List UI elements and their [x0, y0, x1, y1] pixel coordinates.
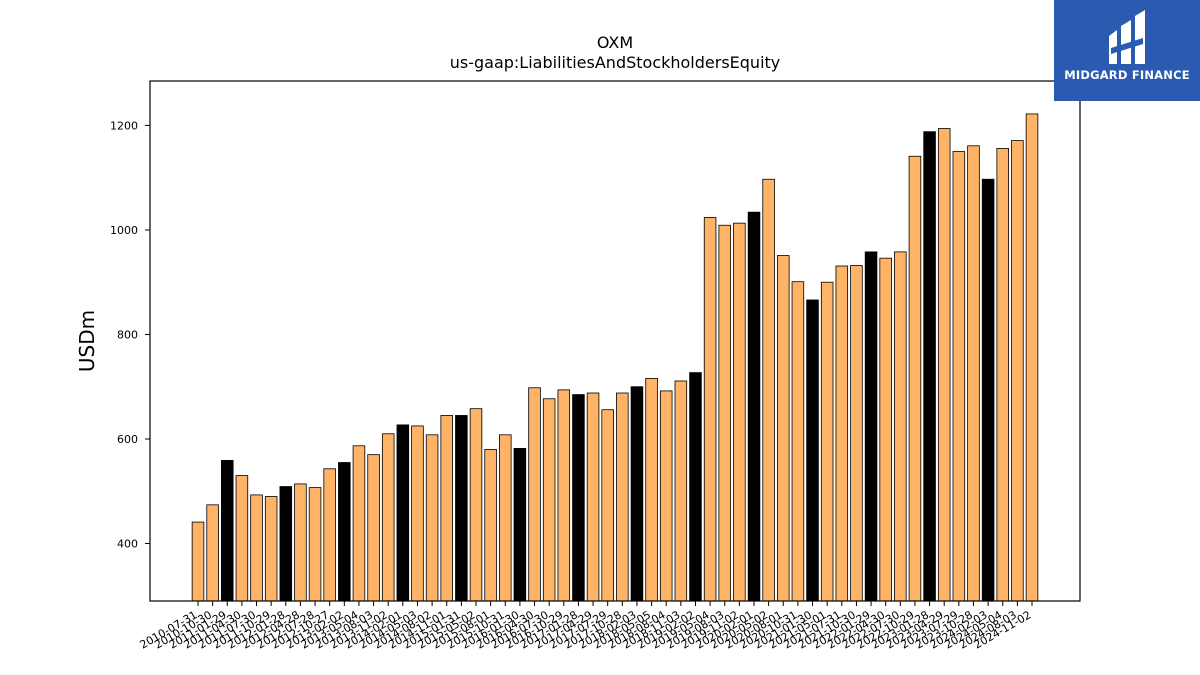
brand-name: MIDGARD FINANCE: [1064, 68, 1190, 82]
bar-2012-01-28: [279, 486, 293, 602]
bar-2023-07-29: [952, 151, 966, 602]
y-tick-label: 1200: [110, 119, 138, 132]
bar-2014-11-01: [440, 415, 453, 602]
bar-2023-01-28: [923, 131, 936, 602]
bar-2014-08-02: [425, 434, 439, 602]
bar-2015-10-31: [499, 434, 512, 602]
bar-2020-10-31: [791, 281, 805, 602]
bar-2012-04-28: [294, 483, 307, 602]
bar-2013-08-03: [367, 454, 380, 602]
bar-2013-05-04: [352, 445, 366, 602]
bar-2017-07-29: [601, 409, 614, 602]
bar-2018-02-03: [630, 386, 644, 602]
bar-2022-01-29: [864, 251, 878, 602]
bar-2020-08-01: [777, 255, 790, 602]
bar-2016-07-30: [542, 398, 556, 602]
bar-2018-05-05: [645, 377, 658, 602]
bar-2010-07-31: [191, 521, 205, 602]
bar-2015-08-01: [484, 449, 497, 602]
bar-2021-05-01: [820, 281, 834, 602]
bar-2012-07-28: [308, 487, 322, 602]
bar-2019-11-02: [733, 222, 746, 602]
y-tick-label: 800: [117, 328, 138, 341]
bar-2022-10-29: [908, 155, 922, 602]
x-ticks: 2010-07-312010-10-302011-01-292011-04-30…: [138, 601, 1034, 652]
bar-2017-10-28: [616, 392, 629, 602]
bar-2017-04-29: [586, 392, 600, 602]
bar-2014-02-01: [396, 424, 410, 602]
bar-2012-10-27: [323, 468, 336, 602]
bar-2021-07-31: [835, 265, 849, 602]
bar-2016-10-29: [557, 389, 571, 602]
bar-2016-04-30: [528, 387, 541, 602]
bar-2016-01-30: [513, 447, 527, 602]
bar-2011-07-30: [250, 494, 263, 602]
y-axis-label: USDm: [75, 310, 99, 372]
y-tick-label: 400: [117, 538, 138, 551]
bar-2018-11-03: [674, 380, 688, 602]
y-tick-label: 600: [117, 433, 138, 446]
bar-2024-11-02: [1025, 113, 1039, 602]
bar-2019-02-02: [689, 372, 702, 602]
bar-2014-05-03: [411, 425, 424, 602]
brand-logo: MIDGARD FINANCE: [1054, 0, 1200, 101]
bar-2015-01-31: [455, 415, 468, 602]
bar-2010-10-30: [206, 504, 219, 602]
chart-title: OXM: [597, 33, 633, 52]
bar-2020-02-01: [747, 211, 761, 602]
bar-2021-10-30: [850, 265, 863, 602]
bar-2013-11-02: [381, 433, 395, 602]
bar-2018-08-04: [659, 390, 673, 602]
bar-2011-01-29: [221, 460, 234, 602]
y-ticks: 400 600 800 1000 1200: [110, 119, 150, 551]
bar-2011-04-30: [235, 475, 249, 602]
bar-2024-02-03: [981, 178, 995, 602]
bar-2023-04-29: [937, 128, 951, 602]
bar-2021-01-30: [806, 299, 819, 602]
bars-group: [191, 113, 1039, 602]
chart-subtitle: us-gaap:LiabilitiesAndStockholdersEquity: [450, 53, 781, 72]
plot-frame: [149, 80, 1081, 602]
bar-2019-05-04: [703, 216, 717, 602]
bar-2023-10-28: [967, 145, 980, 602]
bar-2024-05-04: [996, 148, 1009, 602]
bar-2019-08-03: [718, 224, 731, 602]
bar-2022-07-30: [894, 251, 907, 602]
bar-2013-02-02: [338, 462, 351, 602]
bar-2024-08-03: [1011, 140, 1024, 602]
bar-2015-05-02: [469, 408, 483, 602]
midgard-logo-icon: [1109, 10, 1145, 64]
y-tick-label: 1000: [110, 224, 138, 237]
bar-2011-10-29: [264, 496, 278, 602]
bar-2020-05-02: [762, 178, 775, 602]
bar-2017-01-28: [572, 394, 585, 602]
bar-2022-04-30: [879, 257, 892, 602]
